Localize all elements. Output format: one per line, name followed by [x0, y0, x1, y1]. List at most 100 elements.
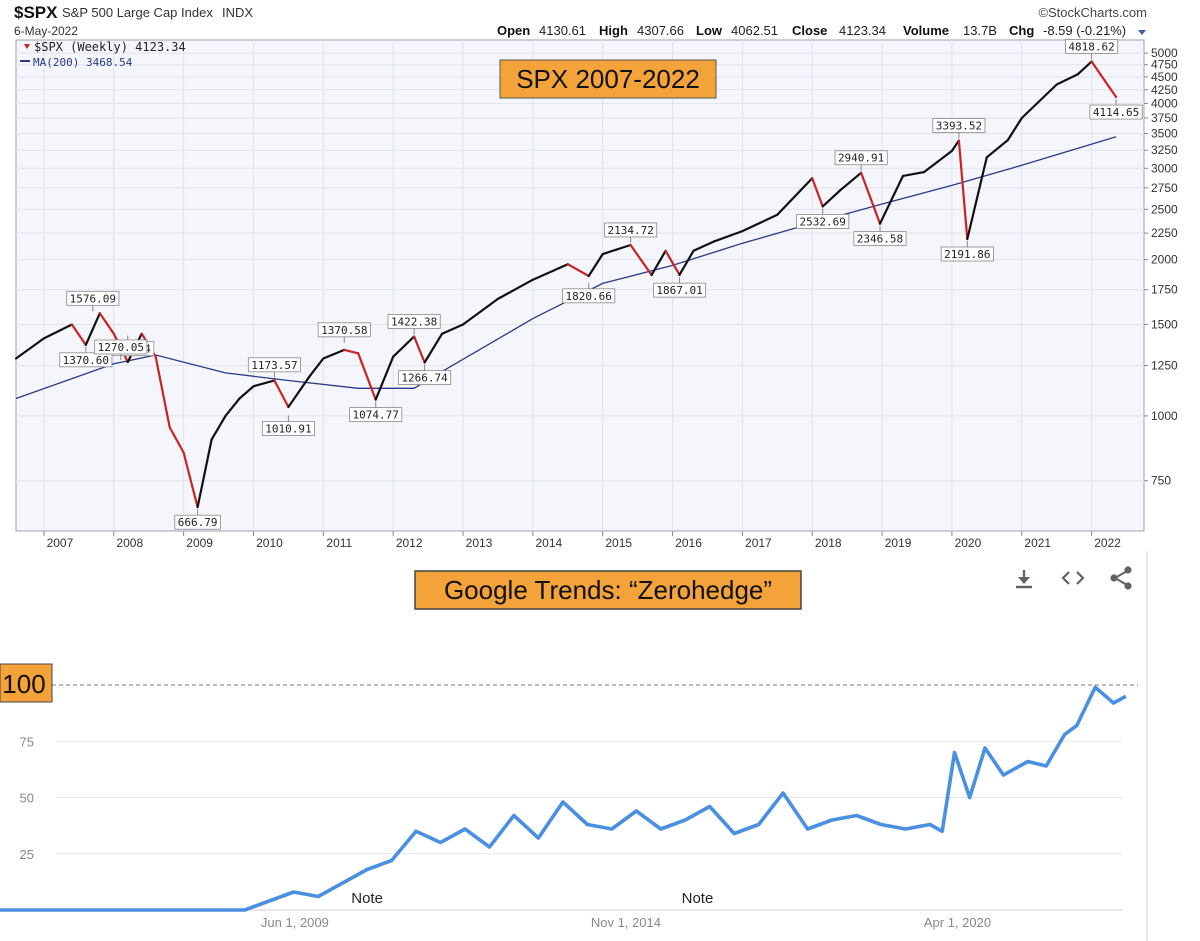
spx-ytick-label: 3750: [1151, 111, 1178, 125]
spx-annotation-box: [604, 222, 658, 238]
spx-annotation-label: 3393.52: [936, 119, 982, 132]
spx-annotation-box: [261, 421, 315, 436]
trends-note-label: Note: [682, 890, 714, 907]
spx-price-segment: [821, 189, 842, 208]
spx-chart: $SPX S&P 500 Large Cap Index INDX ©Stock…: [14, 3, 1178, 550]
spx-overlay-box: [499, 59, 717, 99]
spx-price-segment: [587, 253, 604, 278]
spx-ytick-label: 2000: [1151, 253, 1178, 267]
open-value: 4130.61: [539, 23, 586, 38]
symbol-label: $SPX: [14, 3, 58, 22]
spx-price-segment: [629, 243, 653, 277]
spx-price-segment: [287, 375, 311, 409]
spx-price-segment: [1090, 60, 1107, 84]
trends-title: Google Trends: “Zerohedge”: [444, 575, 772, 605]
high-value: 4307.66: [637, 23, 684, 38]
spx-price-segment: [901, 171, 926, 177]
volume-label: Volume: [903, 23, 949, 38]
spx-price-segment: [238, 385, 255, 400]
spx-annotation-box: [653, 282, 707, 298]
spx-price-segment: [168, 426, 185, 454]
low-value: 4062.51: [731, 23, 778, 38]
trends-100-label: 100: [2, 669, 45, 699]
legend-ma-label: MA(200) 3468.54: [33, 56, 133, 69]
spx-price-segment: [664, 249, 681, 276]
trends-ytick-label: 25: [20, 847, 34, 862]
spx-xtick-label: 2016: [675, 536, 702, 550]
index-name: S&P 500 Large Cap Index: [62, 5, 213, 20]
spx-price-segment: [741, 213, 779, 233]
spx-annotation-label: 2940.91: [838, 152, 884, 165]
spx-xtick-label: 2020: [955, 536, 982, 550]
date-label: 6-May-2022: [14, 24, 78, 38]
spx-annotation-label: 1173.57: [251, 359, 297, 372]
spx-price-segment: [601, 243, 632, 256]
volume-value: 13.7B: [963, 23, 997, 38]
spx-price-segment: [692, 240, 716, 252]
spx-price-segment: [196, 438, 213, 509]
spx-price-segment: [878, 174, 905, 225]
spx-annotation-box: [59, 352, 113, 368]
spx-ytick-label: 2500: [1151, 202, 1178, 216]
spx-price-segment: [392, 335, 416, 358]
exchange-label: INDX: [222, 5, 253, 20]
spx-xtick-label: 2018: [815, 536, 842, 550]
trends-ytick-label: 75: [20, 734, 34, 749]
chg-dropdown-icon[interactable]: [1138, 30, 1146, 35]
spx-xtick-label: 2007: [47, 536, 74, 550]
spx-annotation-box: [562, 288, 616, 304]
spx-ytick-label: 4000: [1151, 96, 1178, 110]
spx-price-segment: [957, 139, 969, 241]
embed-icon[interactable]: [1061, 568, 1085, 588]
spx-annotation-label: 1010.91: [265, 422, 311, 435]
spx-annotation-label: 1370.60: [63, 354, 109, 367]
spx-price-segment: [496, 278, 535, 300]
chg-label: Chg: [1009, 23, 1034, 38]
spx-annotation-box: [94, 339, 148, 355]
spx-ytick-label: 3500: [1151, 127, 1178, 141]
trends-xtick-label: Apr 1, 2020: [924, 915, 991, 930]
spx-price-segment: [531, 263, 569, 281]
spx-ytick-label: 2750: [1151, 181, 1178, 195]
spx-annotation-box: [1065, 39, 1119, 54]
spx-price-segment: [713, 230, 744, 243]
spx-annotation-box: [796, 214, 850, 229]
spx-annotation-box: [174, 514, 221, 530]
spx-annotation-label: 666.79: [178, 516, 218, 529]
spx-price-segment: [811, 177, 824, 208]
spx-annotation-label: 1074.77: [353, 409, 399, 422]
spx-annotation-label: 2532.69: [800, 215, 846, 228]
spx-annotation-label: 1270.05: [98, 341, 144, 354]
spx-price-segment: [322, 348, 346, 360]
spx-price-segment: [224, 397, 241, 417]
spx-price-segment: [273, 379, 290, 409]
spx-price-segment: [678, 249, 695, 276]
spx-annotation-label: 1820.66: [566, 290, 612, 303]
spx-price-segment: [14, 337, 46, 360]
spx-annotation-box: [387, 314, 441, 329]
trends-panel: Google Trends: “Zerohedge” 75 50 25 Jun 1,…: [0, 551, 1200, 941]
spx-annotation-box: [1089, 104, 1143, 120]
spx-price-segment: [441, 323, 465, 335]
spx-annotation-box: [317, 322, 371, 338]
legend-price-marker: [24, 44, 30, 49]
download-icon[interactable]: [1014, 568, 1034, 589]
spx-price-segment: [966, 156, 988, 241]
spx-price-segment: [182, 451, 199, 509]
spx-xtick-label: 2010: [256, 536, 283, 550]
spx-price-segment: [839, 171, 863, 192]
spx-price-segment: [950, 139, 961, 152]
share-icon[interactable]: [1110, 566, 1132, 590]
spx-price-segment: [413, 335, 426, 364]
spx-xtick-label: 2013: [466, 536, 493, 550]
spx-ytick-label: 4750: [1151, 58, 1178, 72]
spx-annotation-label: 1370.58: [321, 324, 367, 337]
spx-price-segment: [70, 323, 87, 346]
spx-xtick-label: 2017: [745, 536, 772, 550]
spx-annotation-box: [834, 150, 888, 166]
spx-ytick-label: 2250: [1151, 226, 1178, 240]
spx-xtick-label: 2012: [396, 536, 423, 550]
spx-annotation-label: 1867.01: [656, 284, 702, 297]
close-value: 4123.34: [839, 23, 886, 38]
spx-panel: $SPX S&P 500 Large Cap Index INDX ©Stock…: [14, 3, 1179, 550]
